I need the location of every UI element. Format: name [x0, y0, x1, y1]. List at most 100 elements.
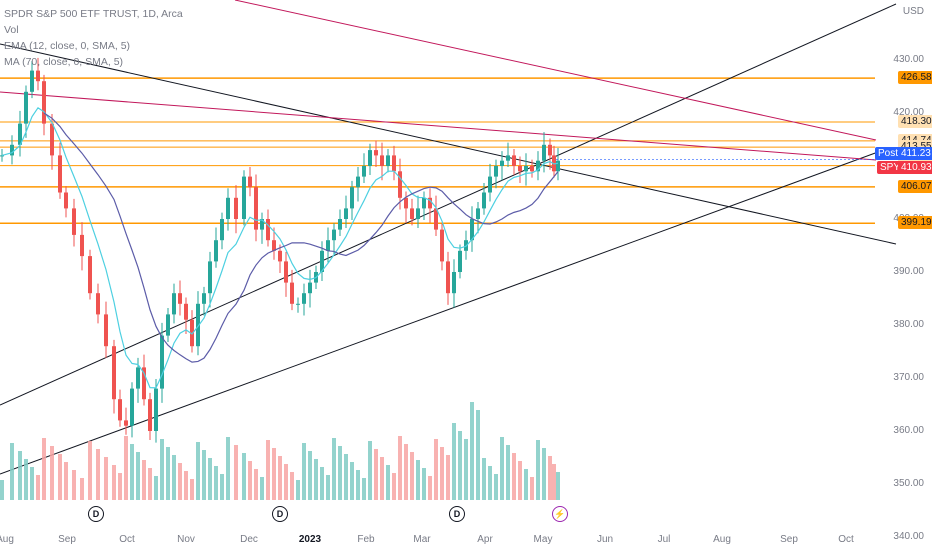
volume-bar: [172, 455, 176, 500]
candle-body: [434, 208, 438, 230]
volume-bar: [136, 452, 140, 500]
candle-body: [548, 144, 552, 156]
volume-bar: [10, 443, 14, 500]
volume-bar: [556, 472, 560, 500]
volume-bar: [338, 446, 342, 500]
ema-line: [1, 106, 559, 389]
candle-body: [446, 261, 450, 294]
candle-body: [350, 187, 354, 209]
symbol-title[interactable]: SPDR S&P 500 ETF TRUST, 1D, Arca: [4, 8, 183, 20]
volume-bar: [422, 468, 426, 500]
ema-indicator-label[interactable]: EMA (12, close, 0, SMA, 5): [4, 40, 131, 52]
volume-bar: [42, 438, 46, 500]
x-axis-month-label: Mar: [413, 534, 431, 545]
candle-body: [356, 176, 360, 188]
candle-body: [266, 219, 270, 241]
candle-body: [136, 367, 140, 389]
price-level-tag: 399.19: [898, 216, 932, 230]
y-axis-tick-label: 420.00: [893, 107, 924, 118]
volume-bar: [356, 470, 360, 500]
x-axis-month-label: Nov: [177, 534, 195, 545]
volume-bar: [80, 478, 84, 500]
candle-body: [112, 346, 116, 400]
candle-body: [50, 123, 54, 156]
volume-bar: [254, 469, 258, 500]
volume-bar: [226, 437, 230, 500]
volume-bar: [458, 431, 462, 500]
volume-bar: [464, 439, 468, 500]
volume-bar: [190, 479, 194, 500]
volume-bar: [104, 457, 108, 500]
candle-body: [220, 219, 224, 241]
y-axis-tick-label: 430.00: [893, 54, 924, 65]
volume-bar: [314, 459, 318, 500]
volume-bar: [374, 449, 378, 500]
volume-bar: [208, 458, 212, 500]
y-axis-tick-label: 350.00: [893, 478, 924, 489]
candle-body: [72, 208, 76, 235]
candle-body: [254, 187, 258, 230]
volume-bar: [344, 454, 348, 500]
volume-bar: [428, 476, 432, 500]
candle-body: [166, 314, 170, 336]
dividend-marker[interactable]: D: [88, 506, 104, 522]
candle-body: [10, 144, 14, 156]
earnings-flash-icon[interactable]: ⚡: [552, 506, 568, 522]
volume-bar: [350, 462, 354, 500]
candle-body: [154, 388, 158, 431]
y-axis-tick-label: 380.00: [893, 319, 924, 330]
candle-body: [386, 155, 390, 166]
volume-bar: [542, 448, 546, 500]
volume-bar: [96, 449, 100, 500]
candle-body: [42, 81, 46, 124]
candle-body: [368, 150, 372, 166]
candle-body: [404, 197, 408, 209]
candle-body: [160, 335, 164, 389]
candle-body: [80, 234, 84, 257]
price-level-tag: 418.30: [898, 115, 932, 128]
volume-bar: [284, 464, 288, 500]
trend-line: [0, 43, 897, 245]
x-axis-month-label: 2023: [298, 534, 322, 545]
candle-body: [36, 70, 40, 82]
post-label-tag: Post: [875, 147, 902, 161]
y-axis-tick-label: 370.00: [893, 372, 924, 383]
dividend-marker[interactable]: D: [449, 506, 465, 522]
candle-body: [272, 240, 276, 251]
volume-bar: [548, 456, 552, 500]
candle-body: [248, 176, 252, 188]
candle-body: [260, 219, 264, 230]
volume-bar: [272, 448, 276, 500]
volume-bar: [278, 456, 282, 500]
volume-indicator-label[interactable]: Vol: [4, 24, 19, 36]
spy-price-tag: 410.93: [898, 161, 932, 175]
candle-body: [24, 91, 28, 124]
dividend-marker[interactable]: D: [272, 506, 288, 522]
volume-bar: [506, 445, 510, 500]
volume-bar: [0, 480, 4, 500]
candle-body: [476, 208, 480, 219]
candle-body: [374, 150, 378, 156]
volume-bar: [178, 463, 182, 500]
ma-indicator-label[interactable]: MA (70, close, 0, SMA, 5): [4, 56, 124, 68]
candle-body: [184, 303, 188, 320]
y-axis-tick-label: 360.00: [893, 425, 924, 436]
candle-body: [58, 155, 62, 193]
candle-body: [458, 250, 462, 272]
candle-body: [124, 420, 128, 426]
volume-bar: [434, 439, 438, 500]
candle-body: [242, 176, 246, 219]
x-axis-month-label: Jun: [596, 534, 614, 545]
volume-bar: [410, 452, 414, 500]
candle-body: [500, 160, 504, 166]
volume-bar: [18, 451, 22, 500]
volume-bar: [36, 475, 40, 500]
candle-body: [18, 123, 22, 145]
volume-bar: [220, 474, 224, 500]
volume-bar: [368, 441, 372, 500]
x-axis-month-label: Feb: [357, 534, 375, 545]
volume-bar: [266, 440, 270, 500]
candle-body: [494, 166, 498, 177]
candle-body: [172, 293, 176, 315]
